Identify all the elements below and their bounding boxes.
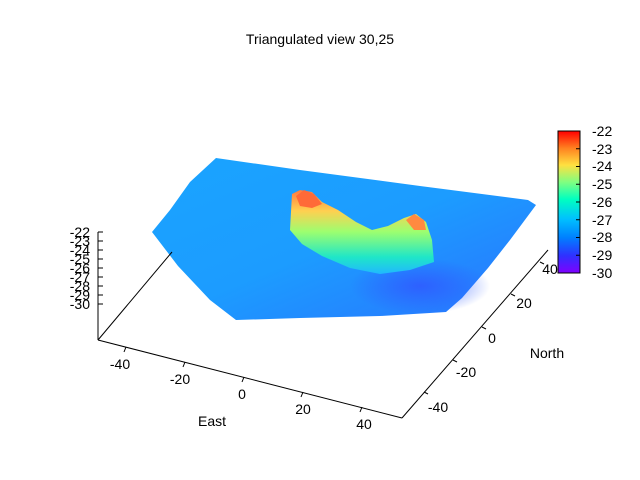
z-tick-label: -22 xyxy=(70,224,90,240)
east-tick-label: -20 xyxy=(170,371,190,387)
colorbar: -22 -23 -24 -25 -26 -27 -28 -29 -30 xyxy=(557,123,612,281)
north-tick-label: -20 xyxy=(456,364,476,380)
colorbar-tick-label: -25 xyxy=(592,176,612,192)
north-tick-label: 20 xyxy=(516,295,532,311)
east-tick-label: 0 xyxy=(238,386,246,402)
north-tick-label: -40 xyxy=(428,399,448,415)
east-axis-ticks xyxy=(123,346,363,413)
ridge-face xyxy=(290,190,434,274)
z-tick-label: -26 xyxy=(70,260,90,276)
colorbar-tick-label: -27 xyxy=(592,212,612,228)
north-axis-label: North xyxy=(530,345,564,361)
z-tick-label: -29 xyxy=(70,287,90,303)
chart-title: Triangulated view 30,25 xyxy=(246,31,394,47)
z-tick-label: -30 xyxy=(70,296,90,312)
colorbar-tick-label: -30 xyxy=(592,265,612,281)
z-tick-label: -25 xyxy=(70,251,90,267)
east-tick-label: 20 xyxy=(295,401,311,417)
east-axis-label: East xyxy=(198,413,226,429)
ridge-peak-west xyxy=(296,190,322,208)
colorbar-tick-label: -26 xyxy=(592,194,612,210)
ridge-peak-east xyxy=(406,214,426,230)
z-tick-label: -28 xyxy=(70,278,90,294)
z-tick-label: -27 xyxy=(70,269,90,285)
colorbar-tick-label: -29 xyxy=(592,247,612,263)
surface-plot xyxy=(152,158,536,320)
east-tick-label: 40 xyxy=(356,416,372,432)
north-tick-label: 40 xyxy=(542,261,558,277)
colorbar-tick-label: -23 xyxy=(592,141,612,157)
colorbar-tick-label: -24 xyxy=(592,158,612,174)
north-axis-ticks xyxy=(423,261,545,395)
colorbar-tick-label: -28 xyxy=(592,229,612,245)
z-axis-ticks xyxy=(98,231,103,305)
z-tick-label: -24 xyxy=(70,242,90,258)
colorbar-tick-label: -22 xyxy=(592,123,612,139)
z-tick-label: -23 xyxy=(70,233,90,249)
north-tick-label: 0 xyxy=(488,330,496,346)
east-tick-label: -40 xyxy=(110,356,130,372)
